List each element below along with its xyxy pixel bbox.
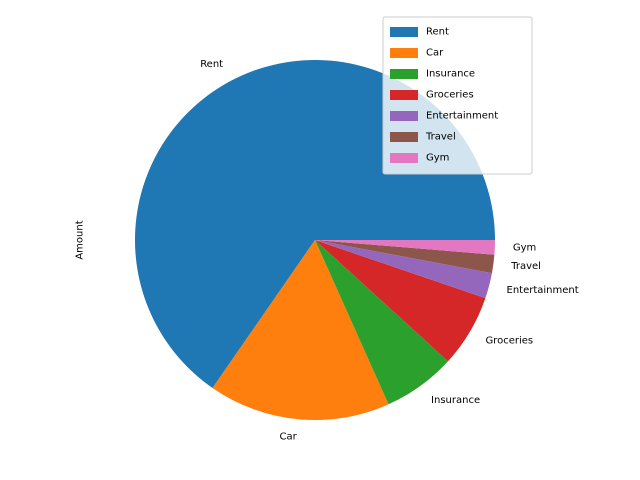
pie-slice-entertainment <box>315 240 492 299</box>
legend: Rent Car Insurance Groceries Entertainment Tr… <box>382 16 533 175</box>
slice-label-car: Car <box>279 432 297 443</box>
pie-slice-groceries <box>315 240 486 362</box>
legend-swatch-groceries <box>390 90 418 100</box>
legend-label-insurance: Insurance <box>426 69 475 80</box>
legend-label-travel: Travel <box>425 132 456 143</box>
slice-label-groceries: Groceries <box>485 335 533 346</box>
legend-swatch-travel <box>390 132 418 142</box>
y-axis-label: Amount <box>75 220 86 259</box>
pie-slice-insurance <box>315 240 449 405</box>
legend-label-gym: Gym <box>426 153 449 164</box>
pie-slice-car <box>212 240 389 420</box>
legend-swatch-gym <box>390 153 418 163</box>
legend-swatch-entertainment <box>390 111 418 121</box>
legend-label-rent: Rent <box>426 27 449 38</box>
legend-swatch-rent <box>390 27 418 37</box>
slice-label-rent: Rent <box>200 59 223 70</box>
legend-label-entertainment: Entertainment <box>426 111 498 122</box>
slice-label-gym: Gym <box>513 243 536 254</box>
slice-label-insurance: Insurance <box>431 395 480 406</box>
legend-swatch-car <box>390 48 418 58</box>
slice-labels: Rent Car Insurance Groceries Entertainment Tr… <box>200 59 579 443</box>
legend-label-groceries: Groceries <box>426 90 474 101</box>
legend-items: Rent Car Insurance Groceries Entertainment Tr… <box>390 27 498 164</box>
pie-slice-travel <box>315 240 495 274</box>
slice-label-travel: Travel <box>510 261 541 272</box>
slice-label-entertainment: Entertainment <box>507 285 579 296</box>
legend-swatch-insurance <box>390 69 418 79</box>
legend-box <box>382 16 533 175</box>
legend-label-car: Car <box>426 48 444 59</box>
pie-slice-gym <box>315 240 495 255</box>
